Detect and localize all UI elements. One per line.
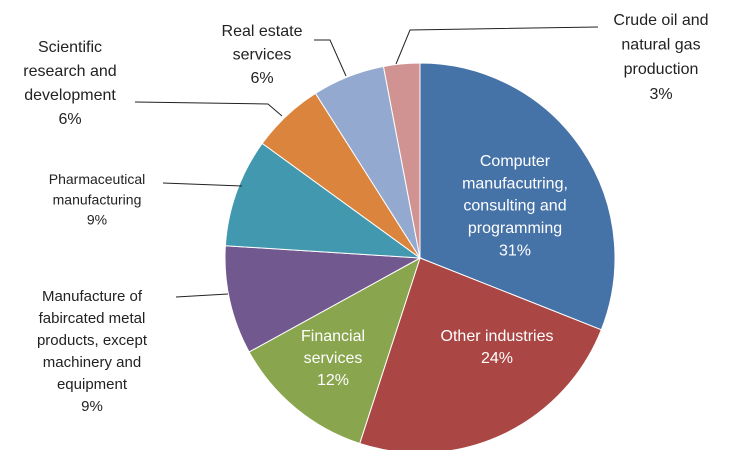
leader-line <box>314 39 347 77</box>
slice-label: Computer manufacutring, consulting and prog… <box>462 153 568 237</box>
slice-label: Crude oil and natural gas production <box>613 12 708 78</box>
slice-label: Financial services <box>301 328 365 367</box>
leader-lines <box>134 26 599 298</box>
pie-slice <box>224 142 422 259</box>
leader-line <box>134 101 283 117</box>
pie-slice <box>382 62 421 259</box>
value-label: 3% <box>649 86 672 103</box>
value-label: 31% <box>499 242 531 259</box>
leader-line <box>162 182 243 187</box>
pie <box>224 62 616 450</box>
pie-slice <box>248 256 421 445</box>
slice-label: Manufacture of fabircated metal products, … <box>37 288 148 393</box>
pie-slice <box>224 245 422 353</box>
leader-line <box>395 26 599 65</box>
value-label: 9% <box>81 398 103 415</box>
pie-slice <box>419 62 616 331</box>
slice-label: Real estate services <box>222 23 303 64</box>
slice-label: Other industries <box>441 328 554 345</box>
value-label: 6% <box>58 111 81 128</box>
leader-line <box>175 293 229 298</box>
value-label: 6% <box>250 70 273 87</box>
slice-label: Scientific research and development <box>23 39 116 104</box>
value-label: 9% <box>87 212 107 228</box>
pie-slice <box>359 257 602 450</box>
value-label: 24% <box>481 350 513 367</box>
slice-label: Pharmaceutical manufacturing <box>49 171 146 208</box>
value-label: 12% <box>317 372 349 389</box>
